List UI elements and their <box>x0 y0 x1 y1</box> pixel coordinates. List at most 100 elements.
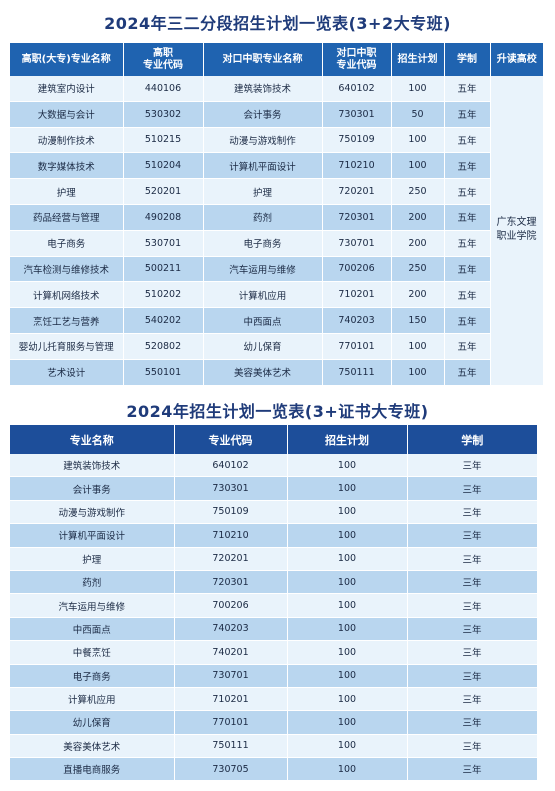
cell-major: 婴幼儿托育服务与管理 <box>10 333 124 360</box>
header-code-line2: 专业代码 <box>143 59 183 71</box>
cell-years: 三年 <box>407 593 538 618</box>
table-row: 美容美体艺术 750111 100 三年 <box>10 734 538 759</box>
cell-sec-major: 计算机应用 <box>203 281 323 309</box>
table-row: 会计事务 730301 100 三年 <box>10 476 538 501</box>
table1-title: 2024年三二分段招生计划一览表(3+2大专班) <box>104 14 451 33</box>
cell-sec-code: 700206 <box>322 256 392 283</box>
cell-years: 五年 <box>444 359 491 386</box>
cell-years: 三年 <box>407 664 538 688</box>
cell-sec-major: 中西面点 <box>203 307 323 334</box>
cell-code: 710210 <box>174 523 288 548</box>
cell-major: 护理 <box>10 178 124 205</box>
cell-major: 动漫制作技术 <box>10 127 124 154</box>
cell-plan: 100 <box>287 500 408 525</box>
table-row: 护理 520201 护理 720201 250 五年 <box>10 178 543 205</box>
cell-years: 三年 <box>407 547 538 571</box>
cell-years: 五年 <box>444 127 491 154</box>
enrollment-table-3plus-cert: 专业名称 专业代码 招生计划 学制 建筑装饰技术 640102 100 三年 会计事务 7… <box>10 425 538 782</box>
cell-code: 740203 <box>174 617 288 642</box>
table-row: 直播电商服务 730705 100 三年 <box>10 757 538 782</box>
cell-major: 烹饪工艺与营养 <box>10 307 124 334</box>
table-row: 计算机平面设计 710210 100 三年 <box>10 523 538 548</box>
cell-code: 510202 <box>123 281 204 309</box>
cell-years: 五年 <box>444 76 491 102</box>
cell-plan: 100 <box>287 687 408 712</box>
header-plan: 招生计划 <box>391 43 445 76</box>
cell-plan: 250 <box>391 178 445 205</box>
cell-code: 750111 <box>174 734 288 759</box>
cell-years: 三年 <box>407 640 538 665</box>
cell-plan: 100 <box>287 734 408 759</box>
enrollment-table-3plus2: 高职(大专)专业名称 高职 专业代码 对口中职专业名称 对口中职 专业代码 招生… <box>10 43 544 386</box>
cell-sec-code: 710201 <box>322 281 392 309</box>
cell-sec-code: 730701 <box>322 230 392 257</box>
cell-years: 三年 <box>407 570 538 595</box>
header-sec-code-line1: 对口中职 <box>336 47 377 59</box>
cell-plan: 100 <box>287 617 408 642</box>
cell-sec-major: 建筑装饰技术 <box>203 76 323 102</box>
cell-years: 五年 <box>444 281 491 309</box>
cell-sec-major: 电子商务 <box>203 230 323 257</box>
cell-code: 530302 <box>123 101 204 128</box>
cell-years: 三年 <box>407 454 538 478</box>
cell-years: 三年 <box>407 476 538 501</box>
cell-sec-code: 750109 <box>322 127 392 154</box>
table-row: 计算机网络技术 510202 计算机应用 710201 200 五年 <box>10 281 543 309</box>
cell-sec-code: 720201 <box>322 178 392 205</box>
table-row: 计算机应用 710201 100 三年 <box>10 687 538 712</box>
cell-major: 建筑装饰技术 <box>10 454 175 478</box>
cell-code: 550101 <box>123 359 204 386</box>
cell-plan: 150 <box>391 307 445 334</box>
table-row: 中西面点 740203 100 三年 <box>10 617 538 642</box>
cell-years: 五年 <box>444 333 491 360</box>
cell-major: 美容美体艺术 <box>10 734 175 759</box>
table-row: 动漫制作技术 510215 动漫与游戏制作 750109 100 五年 <box>10 127 543 154</box>
cell-years: 五年 <box>444 101 491 128</box>
cell-plan: 100 <box>287 593 408 618</box>
cell-major: 会计事务 <box>10 476 175 501</box>
table-row: 汽车运用与维修 700206 100 三年 <box>10 593 538 618</box>
cell-major: 艺术设计 <box>10 359 124 386</box>
cell-major: 护理 <box>10 547 175 571</box>
table2-header-row: 专业名称 专业代码 招生计划 学制 <box>10 425 537 454</box>
cell-major: 中餐烹饪 <box>10 640 175 665</box>
cell-plan: 100 <box>287 757 408 782</box>
cell-plan: 250 <box>391 256 445 283</box>
cell-years: 三年 <box>407 500 538 525</box>
cell-sec-major: 幼儿保育 <box>203 333 323 360</box>
header-major: 高职(大专)专业名称 <box>10 43 124 76</box>
cell-code: 750109 <box>174 500 288 525</box>
cell-sec-code: 640102 <box>322 76 392 102</box>
cell-years: 五年 <box>444 178 491 205</box>
cell-years: 五年 <box>444 256 491 283</box>
header-years: 学制 <box>407 425 537 454</box>
cell-plan: 100 <box>391 127 445 154</box>
cell-plan: 100 <box>287 664 408 688</box>
cell-major: 中西面点 <box>10 617 175 642</box>
cell-plan: 100 <box>287 710 408 735</box>
cell-sec-code: 730301 <box>322 101 392 128</box>
cell-major: 计算机网络技术 <box>10 281 124 309</box>
cell-plan: 100 <box>391 359 445 386</box>
cell-sec-major: 会计事务 <box>203 101 323 128</box>
cell-sec-code: 750111 <box>322 359 392 386</box>
cell-major: 建筑室内设计 <box>10 76 124 102</box>
header-code: 专业代码 <box>174 425 288 454</box>
cell-major: 数字媒体技术 <box>10 152 124 180</box>
cell-plan: 100 <box>287 640 408 665</box>
cell-code: 640102 <box>174 454 288 478</box>
cell-code: 700206 <box>174 593 288 618</box>
cell-years: 三年 <box>407 523 538 548</box>
cell-code: 530701 <box>123 230 204 257</box>
header-code: 高职 专业代码 <box>123 43 204 76</box>
table-row: 建筑室内设计 440106 建筑装饰技术 640102 100 五年 广东文理 职业学院 <box>10 76 544 386</box>
cell-sec-major: 美容美体艺术 <box>203 359 323 386</box>
table-row: 建筑装饰技术 640102 100 三年 <box>10 454 538 478</box>
cell-sec-code: 710210 <box>322 152 392 180</box>
cell-plan: 100 <box>287 454 408 478</box>
cell-sec-major: 计算机平面设计 <box>203 152 323 180</box>
header-plan: 招生计划 <box>287 425 408 454</box>
cell-plan: 50 <box>391 101 445 128</box>
cell-major: 幼儿保育 <box>10 710 175 735</box>
cell-plan: 100 <box>287 476 408 501</box>
